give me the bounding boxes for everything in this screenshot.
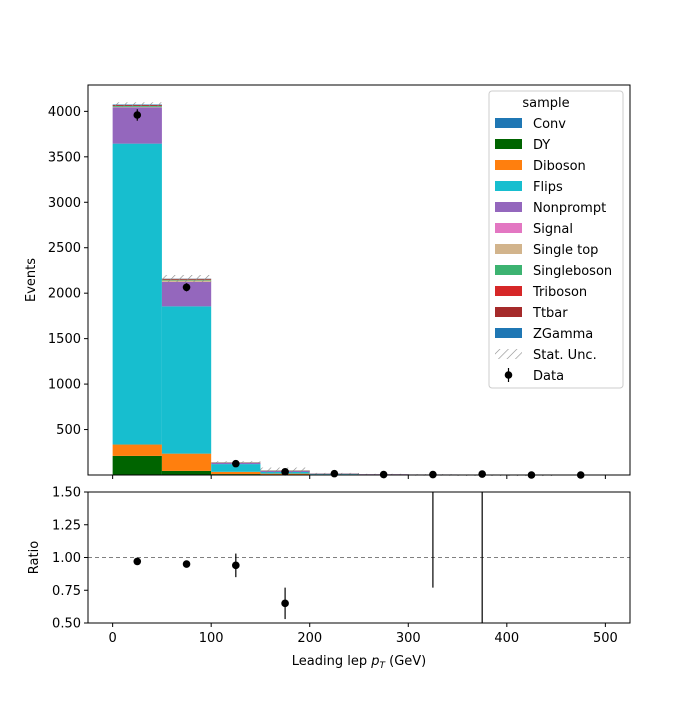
legend-label: DY [533, 138, 550, 153]
legend-swatch-singleboson [495, 265, 522, 275]
legend-swatch-single-top [495, 244, 522, 254]
ratio-ytick-label: 1.00 [52, 551, 81, 566]
legend-swatch-zgamma [495, 328, 522, 338]
main-ytick-label: 3000 [48, 196, 81, 211]
ratio-point-1 [183, 560, 191, 568]
bar-dy-bin-0 [113, 456, 162, 475]
ratio-point-3 [281, 600, 289, 608]
bar-dy-bin-1 [162, 471, 211, 475]
legend-label: Nonprompt [533, 201, 606, 216]
legend-label: Single top [533, 243, 598, 258]
ratio-ylabel: Ratio [27, 541, 42, 574]
data-point-1 [183, 283, 191, 291]
legend-label: ZGamma [533, 327, 593, 342]
legend-label: Singleboson [533, 264, 612, 279]
data-point-0 [133, 111, 141, 119]
legend-label: Stat. Unc. [533, 348, 597, 363]
main-ylabel: Events [24, 258, 39, 302]
legend-label: Diboson [533, 159, 586, 174]
main-ytick-label: 2500 [48, 241, 81, 256]
legend-label: Signal [533, 222, 573, 237]
ratio-xtick-label: 200 [297, 631, 322, 646]
main-ytick-label: 1000 [48, 378, 81, 393]
stat-unc-bin-0 [113, 102, 162, 107]
ratio-plot: 0.50 0.75 1.00 1.25 1.50 0 100 200 300 400 500 Rati… [27, 486, 630, 672]
bar-flips-bin-0 [113, 144, 162, 445]
ratio-ytick-label: 1.50 [52, 486, 81, 501]
legend-swatch-ttbar [495, 307, 522, 317]
main-ytick-label: 2000 [48, 287, 81, 302]
main-ytick-label: 4000 [48, 105, 81, 120]
bar-diboson-bin-2 [211, 472, 260, 474]
legend-label: Data [533, 369, 564, 384]
legend-data-marker [505, 371, 513, 379]
legend: sample Conv DY Diboson Flips Nonprompt Signal S… [489, 91, 623, 388]
ratio-xtick-label: 0 [108, 631, 116, 646]
ratio-xtick-label: 300 [396, 631, 421, 646]
legend-swatch-diboson [495, 160, 522, 170]
legend-label: Triboson [532, 285, 587, 300]
main-ytick-label: 3500 [48, 150, 81, 165]
bar-flips-bin-1 [162, 306, 211, 453]
legend-swatch-stat-unc [495, 349, 522, 359]
data-point-3 [281, 468, 289, 476]
ratio-point-2 [232, 562, 240, 570]
legend-swatch-flips [495, 181, 522, 191]
bar-diboson-bin-1 [162, 454, 211, 471]
legend-swatch-nonprompt [495, 202, 522, 212]
ratio-ytick-label: 0.50 [52, 617, 81, 632]
ratio-xtick-label: 400 [494, 631, 519, 646]
legend-swatch-conv [495, 118, 522, 128]
legend-swatch-dy [495, 139, 522, 149]
ratio-xtick-label: 500 [593, 631, 618, 646]
ratio-axes-frame [88, 492, 630, 623]
legend-swatch-triboson [495, 286, 522, 296]
legend-label: Ttbar [532, 306, 568, 321]
ratio-point-0 [133, 558, 141, 566]
main-ytick-label: 500 [56, 423, 81, 438]
data-point-4 [331, 470, 339, 478]
x-axis-label: Leading lep pT (GeV) [292, 654, 426, 671]
bar-diboson-bin-0 [113, 445, 162, 456]
legend-label: Flips [533, 180, 563, 195]
ratio-ytick-label: 0.75 [52, 584, 81, 599]
data-point-7 [478, 470, 486, 478]
legend-label: Conv [533, 117, 566, 132]
ratio-ytick-label: 1.25 [52, 518, 81, 533]
legend-title: sample [522, 96, 569, 111]
data-point-2 [232, 460, 240, 468]
legend-swatch-signal [495, 223, 522, 233]
legend-box [489, 91, 623, 388]
ratio-xtick-label: 100 [199, 631, 224, 646]
stat-unc-bin-1 [162, 275, 211, 282]
main-ytick-label: 1500 [48, 332, 81, 347]
